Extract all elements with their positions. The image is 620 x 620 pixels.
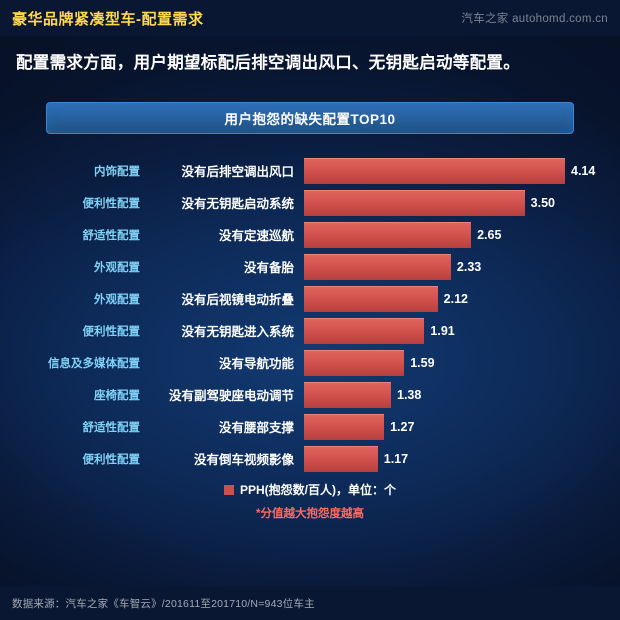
bar-group-label: 舒适性配置 <box>82 229 141 242</box>
chart-row: 便利性配置 没有无钥匙启动系统 3.50 <box>0 189 606 216</box>
bar-track: 1.38 <box>304 381 606 408</box>
bar-group-label: 信息及多媒体配置 <box>48 357 140 370</box>
page-title: 豪华品牌紧凑型车-配置需求 <box>12 10 204 28</box>
bar-value-label: 1.59 <box>410 355 435 370</box>
chart-row: 便利性配置 没有倒车视频影像 1.17 <box>0 445 606 472</box>
site-watermark: 汽车之家 autohomd.com.cn <box>461 13 608 25</box>
legend-label: PPH(抱怨数/百人)，单位：个 <box>239 483 396 497</box>
bar-group-label: 外观配置 <box>94 261 140 274</box>
bar <box>304 381 391 408</box>
bar-track: 2.65 <box>304 221 606 248</box>
footer-bar: 数据来源：汽车之家《车智云》/201611至201710/N=943位车主 <box>0 586 620 620</box>
bar-value-label: 3.50 <box>530 195 555 210</box>
bar-track: 1.17 <box>304 445 606 472</box>
bar-group-label: 便利性配置 <box>82 453 141 466</box>
bar-category-label: 没有定速巡航 <box>218 229 294 243</box>
bar <box>304 317 425 344</box>
bar-value-label: 1.27 <box>390 419 415 434</box>
bar-category-label: 没有导航功能 <box>218 357 294 371</box>
bar-track: 4.14 <box>304 157 606 184</box>
bar-value-label: 2.65 <box>477 227 502 242</box>
chart-title-banner-wrap: 用户抱怨的缺失配置TOP10 <box>46 102 574 134</box>
bar-value-label: 4.14 <box>571 163 596 178</box>
chart-row: 便利性配置 没有无钥匙进入系统 1.91 <box>0 317 606 344</box>
bar-category-label: 没有后视镜电动折叠 <box>181 293 294 307</box>
bar <box>304 349 405 376</box>
chart-row: 座椅配置 没有副驾驶座电动调节 1.38 <box>0 381 606 408</box>
bar-group-label: 便利性配置 <box>82 197 141 210</box>
bar <box>304 285 438 312</box>
chart-title-banner: 用户抱怨的缺失配置TOP10 <box>46 102 574 134</box>
bar-value-label: 1.17 <box>383 451 409 466</box>
bar-value-label: 2.12 <box>443 291 468 306</box>
bar <box>304 189 525 216</box>
bar-value-label: 1.91 <box>430 323 455 338</box>
chart-row: 外观配置 没有备胎 2.33 <box>0 253 606 280</box>
chart-legend: PPH(抱怨数/百人)，单位：个 <box>0 481 620 498</box>
bar-category-label: 没有无钥匙启动系统 <box>181 197 294 211</box>
bar-track: 1.91 <box>304 317 606 344</box>
bar-track: 1.59 <box>304 349 606 376</box>
bar-track: 2.12 <box>304 285 606 312</box>
bar-category-label: 没有腰部支撑 <box>218 421 294 435</box>
bar <box>304 157 565 184</box>
bar-group-label: 内饰配置 <box>94 165 140 178</box>
bar-category-label: 没有无钥匙进入系统 <box>181 325 294 339</box>
legend-swatch-icon <box>223 484 234 495</box>
bar <box>304 413 385 440</box>
bar-category-label: 没有后排空调出风口 <box>181 165 294 179</box>
bar <box>304 445 378 472</box>
bar-category-label: 没有副驾驶座电动调节 <box>168 389 294 403</box>
chart-row: 舒适性配置 没有腰部支撑 1.27 <box>0 413 606 440</box>
bar-group-label: 座椅配置 <box>94 389 140 402</box>
bar-track: 3.50 <box>304 189 606 216</box>
chart-title: 用户抱怨的缺失配置TOP10 <box>224 112 396 127</box>
data-source-text: 数据来源：汽车之家《车智云》/201611至201710/N=943位车主 <box>12 597 315 610</box>
bar-group-label: 外观配置 <box>94 293 140 306</box>
subtitle-text: 配置需求方面，用户期望标配后排空调出风口、无钥匙启动等配置。 <box>16 54 520 72</box>
bar <box>304 221 472 248</box>
bar-group-label: 舒适性配置 <box>82 421 141 434</box>
chart-row: 外观配置 没有后视镜电动折叠 2.12 <box>0 285 606 312</box>
chart-row: 信息及多媒体配置 没有导航功能 1.59 <box>0 349 606 376</box>
header-bar: 豪华品牌紧凑型车-配置需求 汽车之家 autohomd.com.cn <box>0 0 620 36</box>
chart-note: *分值越大抱怨度越高 <box>256 508 364 520</box>
bar-category-label: 没有备胎 <box>243 261 294 275</box>
bar-value-label: 2.33 <box>456 259 482 274</box>
bar-category-label: 没有倒车视频影像 <box>193 453 294 467</box>
bar-track: 1.27 <box>304 413 606 440</box>
chart-row: 舒适性配置 没有定速巡航 2.65 <box>0 221 606 248</box>
bar-group-label: 便利性配置 <box>82 325 141 338</box>
bar-chart: 内饰配置 没有后排空调出风口 4.14 便利性配置 没有无钥匙启动系统 3.50 舒适性配置… <box>0 157 620 472</box>
chart-row: 内饰配置 没有后排空调出风口 4.14 <box>0 157 606 184</box>
bar-value-label: 1.38 <box>397 387 422 402</box>
bar-track: 2.33 <box>304 253 606 280</box>
bar <box>304 253 451 280</box>
